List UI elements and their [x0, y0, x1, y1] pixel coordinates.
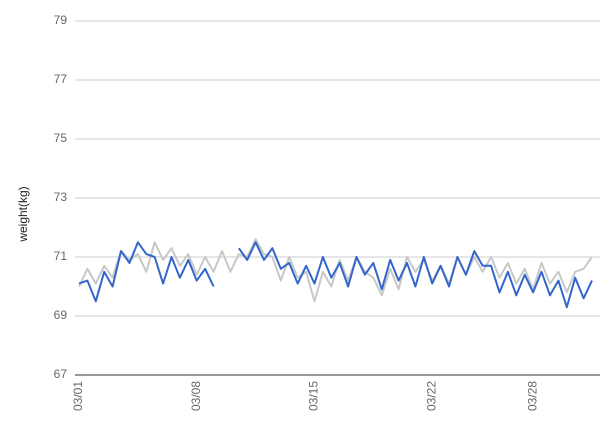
y-axis-label: weight(kg) — [16, 186, 30, 242]
x-tick-label: 03/01 — [71, 381, 85, 411]
x-tick-label: 03/22 — [424, 381, 438, 411]
y-tick-label: 75 — [54, 131, 68, 145]
series-line — [78, 241, 593, 309]
y-tick-label: 77 — [54, 72, 68, 86]
y-tick-label: 73 — [54, 190, 68, 204]
x-tick-label: 03/15 — [307, 381, 321, 411]
y-tick-label: 71 — [54, 249, 68, 263]
y-tick-label: 79 — [54, 13, 68, 27]
y-tick-label: 67 — [54, 367, 68, 381]
x-tick-label: 03/08 — [189, 381, 203, 411]
x-tick-label: 03/28 — [525, 381, 539, 411]
y-tick-label: 69 — [54, 308, 68, 322]
series-line — [78, 238, 593, 303]
